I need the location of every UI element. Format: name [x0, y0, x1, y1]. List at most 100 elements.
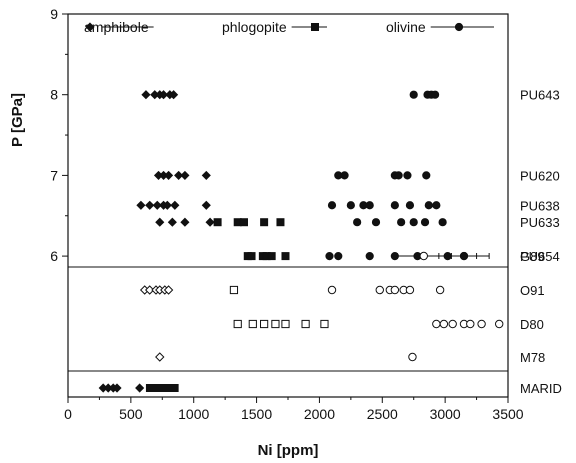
olivine-point	[422, 171, 431, 180]
x-tick-label: 3500	[492, 406, 523, 422]
olivine-point	[397, 218, 406, 227]
amphibole-point	[170, 200, 180, 210]
olivine-point	[409, 90, 418, 99]
legend-marker-square	[310, 22, 319, 31]
olivine-open-point	[419, 251, 428, 261]
olivine-point	[365, 201, 374, 210]
amphibole-open-point	[155, 352, 165, 362]
phlogopite-point	[276, 218, 285, 227]
phlogopite-open-point	[248, 319, 257, 329]
phlogopite-open-point	[260, 319, 269, 329]
amphibole-point	[145, 200, 155, 210]
x-tick-label: 3000	[430, 406, 461, 422]
phlogopite-point	[239, 218, 248, 227]
olivine-point	[353, 218, 362, 227]
legend-marker-circle	[454, 22, 464, 32]
olivine-open-point	[405, 285, 415, 295]
phlogopite-point	[267, 252, 276, 261]
row-label: G89	[520, 249, 545, 264]
olivine-open-point	[408, 352, 417, 362]
olivine-point	[430, 90, 440, 99]
olivine-point	[325, 252, 334, 261]
phlogopite-point	[260, 218, 269, 227]
y-tick-label: 7	[50, 167, 58, 183]
row-label: PU643	[520, 88, 560, 103]
row-label: PU638	[520, 198, 560, 213]
phlogopite-open-point	[229, 285, 239, 295]
olivine-point	[405, 201, 415, 210]
x-axis-title: Ni [ppm]	[258, 442, 319, 459]
phlogopite-range-bar	[145, 384, 179, 392]
olivine-point	[424, 201, 433, 210]
amphibole-point	[136, 200, 146, 210]
phlogopite-point	[281, 252, 290, 261]
y-tick-label: 9	[50, 6, 58, 22]
olivine-point	[394, 171, 403, 180]
x-tick-label: 0	[64, 406, 72, 422]
row-label: PU654	[520, 249, 560, 264]
phlogopite-open-point	[271, 319, 280, 329]
x-axis: 0 500 1000 1500 2000 2500 3000 3500	[64, 397, 524, 422]
legend-label-circle: olivine	[386, 19, 426, 35]
phlogopite-open-point	[320, 319, 329, 329]
amphibole-open-point	[163, 285, 174, 295]
olivine-open-point	[477, 319, 486, 329]
olivine-point	[432, 201, 441, 210]
amphibole-point	[135, 383, 145, 393]
olivine-point	[420, 218, 430, 227]
olivine-open-point	[439, 319, 449, 329]
phlogopite-open-point	[301, 319, 310, 329]
olivine-open-point	[327, 285, 337, 295]
row-label: PU633	[520, 215, 560, 230]
legend: amphibole phlogopite olivine	[84, 19, 494, 35]
data-marks	[98, 90, 504, 393]
amphibole-point	[201, 170, 211, 180]
amphibole-point	[180, 170, 190, 180]
phlogopite-open-point	[233, 319, 242, 329]
amphibole-point	[162, 200, 172, 210]
olivine-point	[403, 171, 412, 180]
olivine-point	[409, 218, 418, 227]
amphibole-point	[201, 200, 211, 210]
olivine-open-point	[466, 319, 475, 329]
olivine-point	[438, 218, 447, 227]
amphibole-point	[152, 200, 162, 210]
x-tick-label: 500	[119, 406, 143, 422]
y-axis-title: P [GPa]	[9, 93, 26, 147]
amphibole-point	[180, 217, 190, 227]
olivine-open-point	[390, 285, 400, 295]
amphibole-open-point	[145, 285, 155, 295]
olivine-open-point	[375, 285, 384, 295]
row-label: D80	[520, 317, 544, 332]
plot-frame	[67, 13, 509, 398]
olivine-mean-point	[459, 251, 469, 261]
amphibole-point	[169, 90, 179, 100]
olivine-point	[390, 201, 399, 210]
x-tick-label: 2000	[304, 406, 335, 422]
amphibole-point	[174, 170, 184, 180]
amphibole-point	[205, 217, 215, 227]
x-tick-label: 2500	[367, 406, 398, 422]
amphibole-point	[141, 90, 151, 100]
legend-marker-diamond	[85, 22, 95, 32]
olivine-point	[371, 218, 381, 227]
row-label: MARID	[520, 381, 562, 396]
phlogopite-open-point	[281, 319, 290, 329]
olivine-point	[334, 252, 343, 261]
olivine-point	[327, 201, 337, 210]
y-axis: 6 7 8 9	[50, 6, 68, 264]
olivine-point	[346, 201, 355, 210]
olivine-open-point	[432, 319, 441, 329]
amphibole-point	[158, 90, 169, 100]
y-tick-label: 8	[50, 87, 58, 103]
amphibole-point	[155, 217, 165, 227]
amphibole-point	[164, 170, 174, 180]
y-tick-label: 6	[50, 248, 58, 264]
olivine-open-point	[448, 319, 457, 329]
olivine-open-point	[435, 285, 445, 295]
row-label: PU620	[520, 168, 560, 183]
olivine-point	[365, 252, 374, 261]
phlogopite-point	[213, 218, 222, 227]
olivine-point	[340, 171, 349, 180]
